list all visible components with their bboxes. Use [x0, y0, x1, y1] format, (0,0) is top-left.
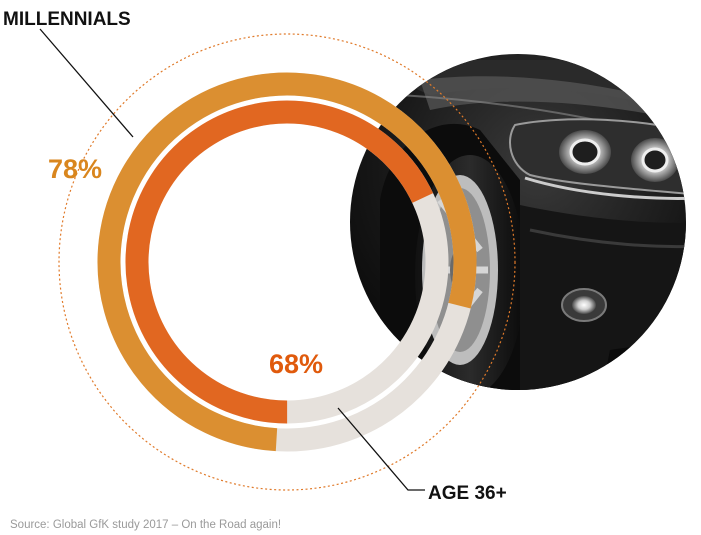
car-headlight-photo	[350, 54, 686, 390]
label-layer: 78% 68% MILLENNIALS AGE 36+ Source: Global G…	[3, 9, 507, 531]
ring-arc-age-36-	[125, 100, 434, 424]
leader-line-millennials	[39, 28, 134, 138]
series-label-age36: AGE 36+	[428, 483, 507, 504]
source-note: Source: Global GfK study 2017 – On the R…	[10, 519, 281, 531]
series-label-millennials: MILLENNIALS	[3, 9, 131, 30]
value-label-2: 68%	[269, 349, 323, 379]
guide-circle	[58, 33, 516, 491]
ring-layer	[58, 33, 516, 491]
leader-line-age36	[337, 407, 425, 491]
value-label-1: 78%	[48, 154, 102, 184]
ring-arc-millennials	[97, 72, 477, 452]
